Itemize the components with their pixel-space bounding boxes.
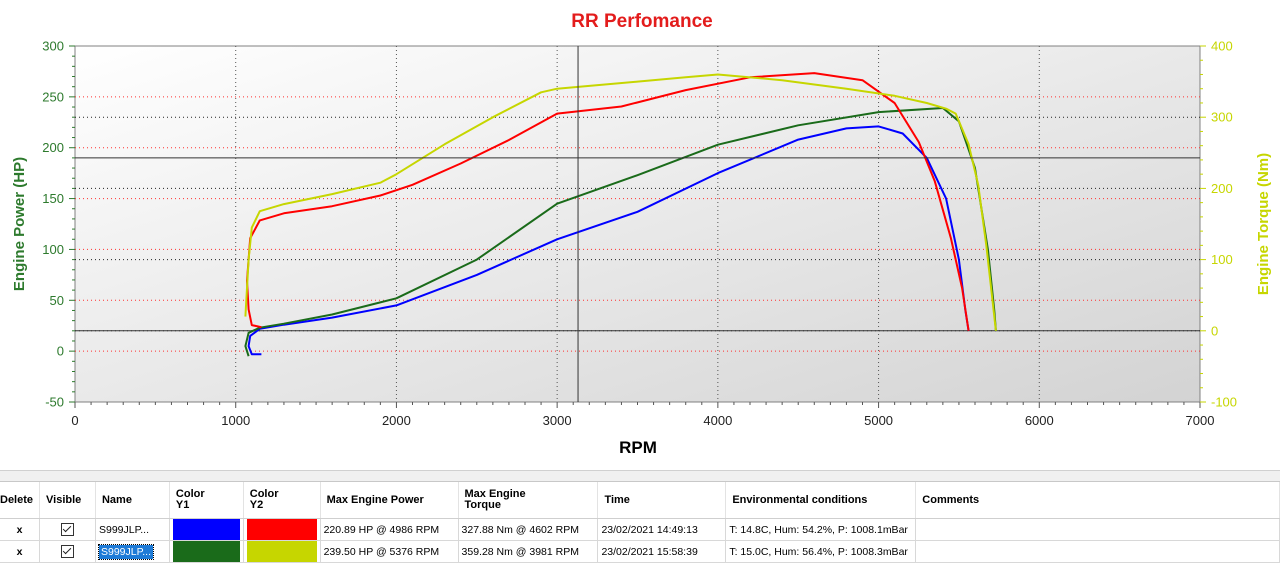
table-header-row: Delete Visible Name Color Y1 Color Y2 Max … [0,482,1280,519]
y1-tick-label: 0 [57,344,64,359]
y2-tick-label: 200 [1211,181,1233,196]
col-header-env[interactable]: Environmental conditions [725,482,917,519]
col-header-max-power[interactable]: Max Engine Power [320,482,459,519]
col-header-comments[interactable]: Comments [915,482,1280,519]
col-header-name[interactable]: Name [95,482,170,519]
x-axis-label: RPM [619,438,657,457]
max-torque-cell: 327.88 Nm @ 4602 RPM [458,518,599,541]
color-y2-swatch[interactable] [243,518,321,541]
visible-checkbox[interactable] [39,518,96,541]
series-line-1 [247,125,970,356]
table-row[interactable]: x S999JLP... 239.50 HP @ 5376 RPM 359.28… [0,540,1280,563]
y2-tick-label: 300 [1211,110,1233,125]
y1-axis-label: Engine Power (HP) [11,157,28,291]
col-header-color-y1[interactable]: Color Y1 [169,482,244,519]
time-cell: 23/02/2021 15:58:39 [597,540,727,563]
run-name[interactable]: S999JLP... [95,518,170,541]
max-power-cell: 220.89 HP @ 4986 RPM [320,518,459,541]
chart-title: RR Perfomance [571,11,713,32]
x-tick-label: 6000 [1025,413,1054,428]
col-header-color-y2[interactable]: Color Y2 [243,482,321,519]
x-tick-label: 7000 [1186,413,1215,428]
runs-grid[interactable]: Delete Visible Name Color Y1 Color Y2 Max … [0,482,1280,563]
visible-checkbox[interactable] [39,540,96,563]
max-torque-cell: 359.28 Nm @ 3981 RPM [458,540,599,563]
y2-tick-label: 0 [1211,323,1218,338]
env-cell: T: 14.8C, Hum: 54.2%, P: 1008.1mBar [725,518,917,541]
y1-tick-label: -50 [45,395,64,410]
y1-tick-label: 200 [42,140,64,155]
color-swatch-blue[interactable] [172,519,240,540]
comments-cell[interactable] [915,518,1280,541]
delete-run-button[interactable]: x [0,540,41,563]
col-header-time[interactable]: Time [597,482,727,519]
color-swatch-red[interactable] [246,519,317,540]
color-swatch-green[interactable] [172,541,240,562]
color-swatch-yellow[interactable] [246,541,317,562]
x-tick-label: 3000 [543,413,572,428]
col-header-visible[interactable]: Visible [39,482,96,519]
max-power-cell: 239.50 HP @ 5376 RPM [320,540,459,563]
env-cell: T: 15.0C, Hum: 56.4%, P: 1008.3mBar [725,540,917,563]
x-tick-label: 0 [71,413,78,428]
y2-tick-label: -100 [1211,395,1237,410]
color-y2-swatch[interactable] [243,540,321,563]
table-row[interactable]: x S999JLP... 220.89 HP @ 4986 RPM 327.88… [0,518,1280,541]
y1-tick-label: 250 [42,89,64,104]
delete-run-button[interactable]: x [0,518,41,541]
runs-table: Delete Visible Name Color Y1 Color Y2 Max … [0,482,1280,563]
col-header-max-torque[interactable]: Max Engine Torque [458,482,599,519]
y2-tick-label: 400 [1211,39,1233,54]
x-tick-label: 1000 [221,413,250,428]
performance-chart[interactable]: 0 1000 2000 3000 4000 5000 6000 7000-5005010015… [0,0,1280,470]
run-name-selected[interactable]: S999JLP... [97,543,155,560]
plot-background [74,45,1201,403]
y2-axis-label: Engine Torque (Nm) [1255,153,1272,295]
chart-area[interactable]: 0 1000 2000 3000 4000 5000 6000 7000 -50 0 50 100 15… [0,0,1280,470]
y2-tick-label: 100 [1211,252,1233,267]
run-name[interactable]: S999JLP... [95,540,170,563]
comments-cell[interactable] [915,540,1280,563]
y1-tick-label: 300 [42,39,64,54]
x-tick-label: 4000 [703,413,732,428]
series-line-4 [244,73,997,331]
y1-tick-label: 50 [50,293,64,308]
color-y1-swatch[interactable] [169,518,244,541]
time-cell: 23/02/2021 14:49:13 [597,518,727,541]
col-header-delete[interactable]: Delete [0,482,41,519]
panel-splitter[interactable] [0,470,1280,482]
y1-tick-label: 100 [42,242,64,257]
x-tick-label: 2000 [382,413,411,428]
x-tick-label: 5000 [864,413,893,428]
checkbox-checked-icon[interactable] [61,545,74,558]
y1-tick-label: 150 [42,191,64,206]
checkbox-checked-icon[interactable] [61,523,74,536]
color-y1-swatch[interactable] [169,540,244,563]
